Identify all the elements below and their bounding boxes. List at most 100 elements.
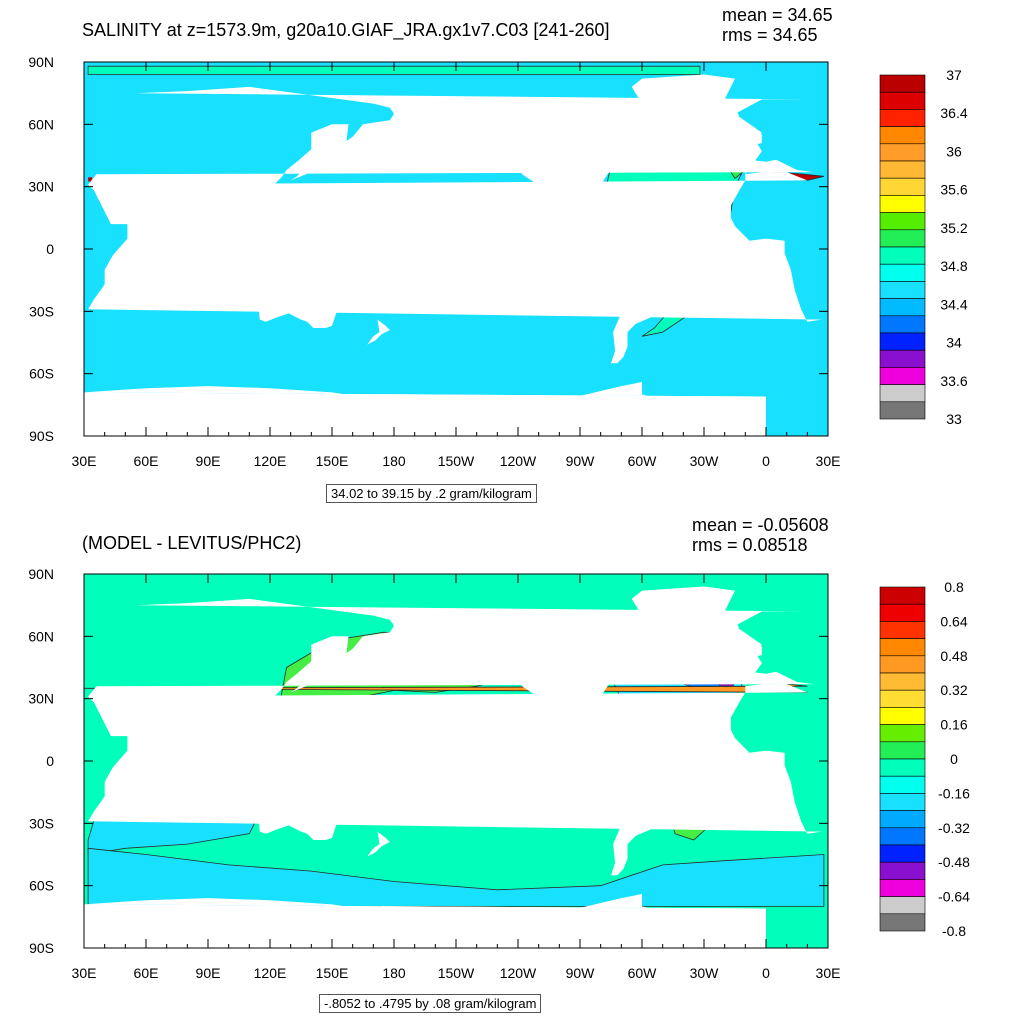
colorbar-bin [879,143,926,162]
colorbar-bin [879,298,926,317]
land-iceland [718,111,740,119]
contour-info: -.8052 to .4795 by .08 gram/kilogram [319,994,542,1013]
colorbar-bin [879,332,926,351]
rms-value: rms = 34.65 [722,25,818,45]
lat-label: 0 [46,753,54,769]
colorbar-bin [879,896,926,915]
colorbar-bin [879,91,926,110]
lon-label: 60E [134,453,159,469]
lon-label: 180 [382,453,406,469]
lat-label: 0 [46,241,54,257]
lat-label: 60S [29,366,54,382]
lon-label: 120E [254,453,287,469]
difference-map: 30E 60E 90E 120E 150E 180 150W 120W 90W 60W 30W 0 30… [28,566,970,981]
lat-label: 30N [28,691,54,707]
colorbar-label: 33 [946,411,962,427]
lon-label: 90E [196,453,221,469]
colorbar-bin [879,758,926,777]
lon-label: 120W [500,453,537,469]
lon-label: 0 [762,965,770,981]
colorbar-bin [879,401,926,420]
colorbar-bin [879,212,926,231]
lat-label: 30N [28,179,54,195]
colorbar-bin [879,603,926,622]
land-antarctica-wrap [84,392,766,436]
land-madagascar [112,785,126,813]
land-sumatra [218,238,242,262]
colorbar-bin [879,793,926,811]
colorbar-bin [879,109,926,127]
colorbar-bin [879,621,926,639]
colorbar-bin [879,810,926,829]
lon-label: 60W [628,965,658,981]
lat-label: 30S [29,303,54,319]
colorbar-label: 0.48 [940,648,967,664]
colorbar-label: -0.64 [938,889,970,905]
colorbar-bin [879,229,926,248]
land-greenland [631,74,735,125]
land-europe-asia [88,598,822,757]
lon-label: 30W [690,453,720,469]
colorbar-label: -0.8 [942,923,966,939]
lon-label: 30E [816,453,841,469]
colorbar-label: 34.4 [940,296,967,312]
southern-ocean-negative [87,847,825,907]
rms-value: rms = 0.08518 [692,535,808,555]
colorbar-label: -0.16 [938,785,970,801]
lon-label: 150E [316,453,349,469]
land-africa [88,684,822,834]
lat-label: 60N [28,628,54,644]
colorbar-bin [879,315,926,334]
lat-label: 90N [28,54,54,70]
lon-label: 30E [72,453,97,469]
land-british-isles [749,128,762,146]
mean-value: mean = 34.65 [722,5,833,25]
salinity-map: 30E 60E 90E 120E 150E 180 150W 120W 90W 60W 30W 0 30… [28,54,968,469]
lon-label: 90W [566,965,596,981]
contour-info: 34.02 to 39.15 by .2 gram/kilogram [326,484,537,503]
colorbar-label: 34.8 [940,258,967,274]
land-cuba [592,203,614,208]
land-madagascar [112,273,126,301]
lon-label: 180 [382,965,406,981]
land-sumatra [218,750,242,774]
colorbar-bin [879,724,926,743]
land-philippines [270,723,283,747]
land-europe-asia [88,86,822,245]
land-british-isles [749,640,762,658]
colorbar-bin [879,195,926,213]
colorbar-label: 36.4 [940,105,967,121]
colorbar-bin [879,586,926,605]
mean-value: mean = -0.05608 [692,515,829,535]
land-japan [290,667,322,693]
lon-label: 150E [316,965,349,981]
lat-label: 90N [28,566,54,582]
panel-title: SALINITY at z=1573.9m, g20a10.GIAF_JRA.g… [82,20,610,40]
land-borneo [247,234,268,258]
colorbar-bin [879,367,926,385]
lon-label: 30E [72,965,97,981]
colorbar-label: -0.48 [938,854,970,870]
difference-panel: (MODEL - LEVITUS/PHC2) mean = -0.05608 r… [0,512,1024,1024]
lon-label: 0 [762,453,770,469]
colorbar-bin [879,827,926,846]
land-africa [88,172,822,322]
colorbar-bin [879,655,926,674]
lon-label: 60W [628,453,658,469]
colorbar-label: -0.32 [938,820,970,836]
red-sea-patch [88,177,93,182]
colorbar-label: 36 [946,143,962,159]
colorbar-bin [879,263,926,282]
lon-label: 90W [566,453,596,469]
colorbar-bin [879,775,926,794]
lat-label: 30S [29,815,54,831]
colorbar-bin [879,707,926,725]
lon-label: 150W [438,453,475,469]
colorbar-label: 35.2 [940,220,967,236]
land-new-zealand [367,319,390,345]
lat-label: 90S [29,428,54,444]
land-japan [290,155,322,181]
lon-label: 120E [254,965,287,981]
colorbar-bin [879,177,926,196]
colorbar-bin [879,672,926,691]
